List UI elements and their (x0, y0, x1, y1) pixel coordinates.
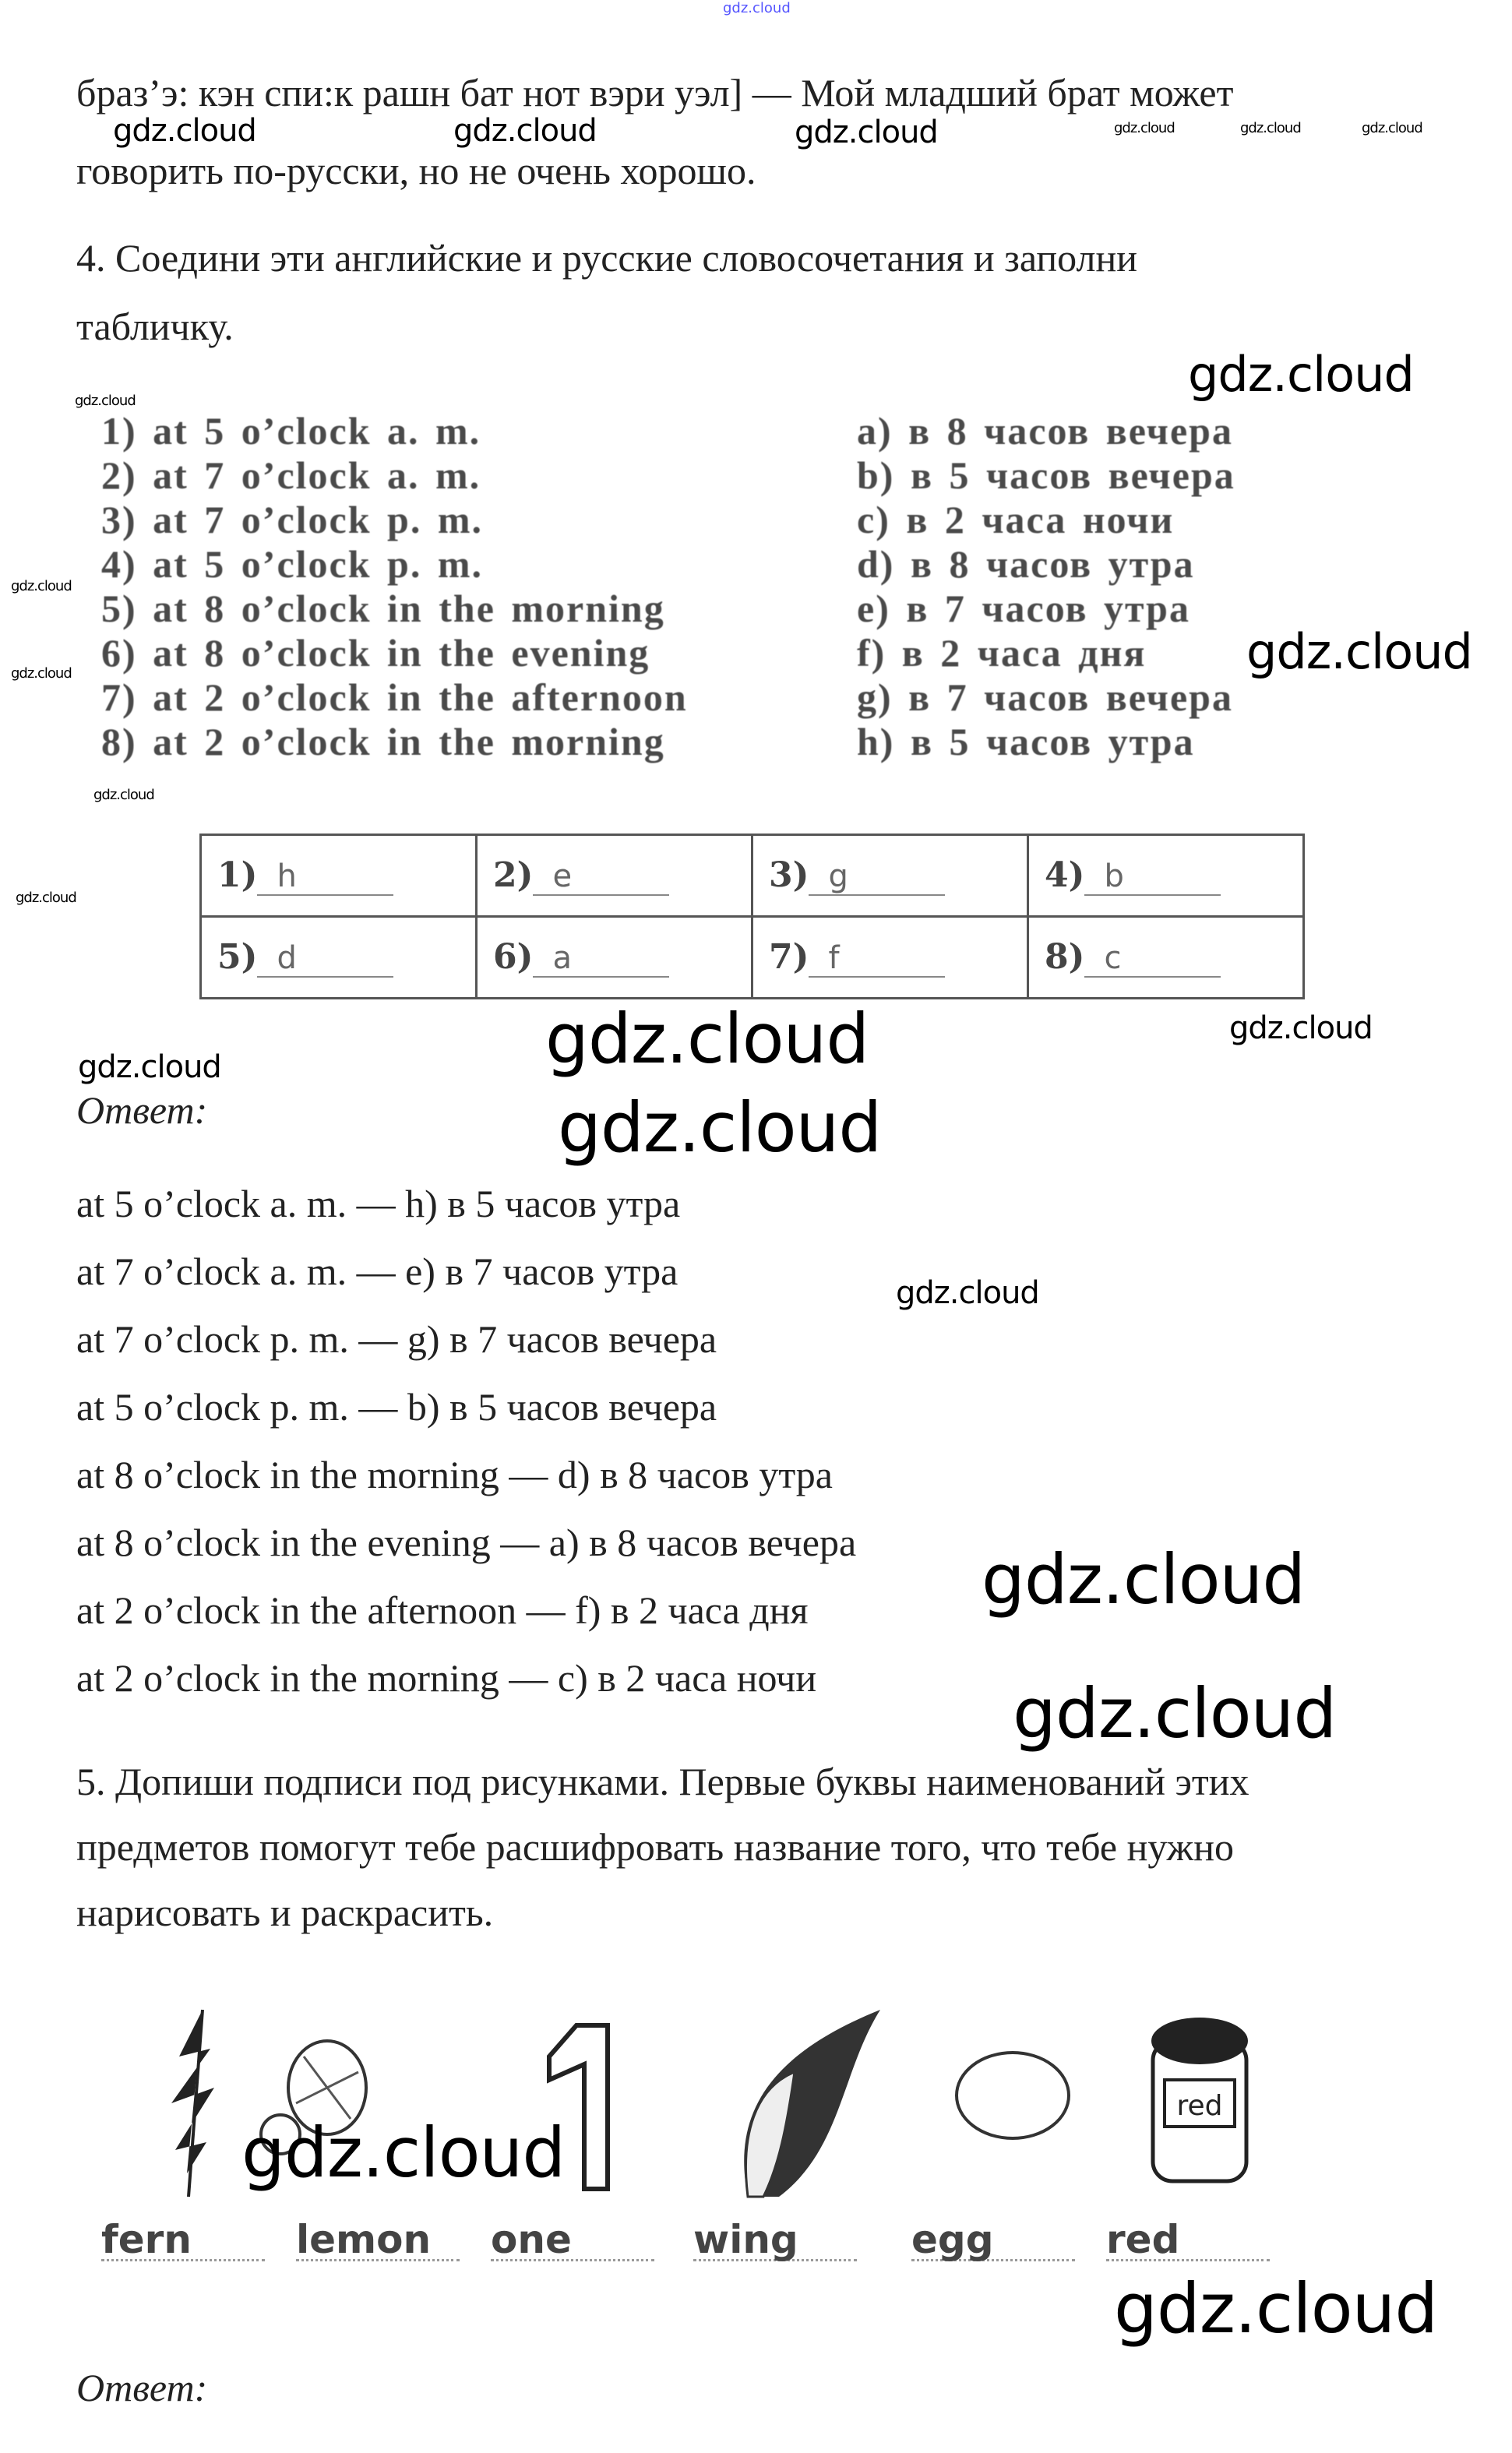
watermark: gdz.cloud (1362, 120, 1423, 136)
cell-number: 2) (493, 855, 534, 895)
answer-line: at 2 o’clock in the morning — c) в 2 час… (76, 1656, 817, 1700)
task5-line-2: предметов помогут тебе расшифровать назв… (76, 1825, 1234, 1869)
cell-answer: a (533, 940, 670, 978)
grid-cell: 2) e (475, 834, 753, 918)
answer-grid: 1) h 2) e 3) g 4) b 5) d 6) a 7) f 8) c (199, 834, 1305, 999)
russian-item: d) в 8 часов утра (857, 542, 1195, 586)
cell-number: 3) (769, 855, 809, 895)
russian-item: f) в 2 часа дня (857, 631, 1147, 675)
watermark: gdz.cloud (982, 1539, 1306, 1619)
watermark: gdz.cloud (241, 2113, 566, 2193)
picture-label: one (491, 2220, 654, 2261)
cell-answer: f (809, 940, 946, 978)
cell-answer: b (1084, 858, 1221, 896)
watermark: gdz.cloud (1229, 1010, 1373, 1046)
wing-icon (744, 2010, 880, 2198)
picture-label: wing (693, 2220, 857, 2261)
jar-label: red (1176, 2090, 1222, 2122)
egg-icon (955, 2051, 1070, 2140)
watermark: gdz.cloud (93, 787, 155, 803)
task4-title-1: 4. Соедини эти английские и русские слов… (76, 236, 1137, 280)
grid-cell: 1) h (199, 834, 478, 918)
russian-item: h) в 5 часов утра (857, 720, 1195, 763)
answer-line: at 7 o’clock p. m. — g) в 7 часов вечера (76, 1317, 717, 1361)
russian-item: c) в 2 часа ночи (857, 498, 1175, 541)
watermark: gdz.cloud (1188, 346, 1415, 403)
cell-number: 8) (1045, 937, 1085, 977)
watermark: gdz.cloud (1240, 120, 1302, 136)
picture-label: fern (101, 2220, 265, 2261)
picture-label: lemon (296, 2220, 460, 2261)
answer-line: at 8 o’clock in the evening — a) в 8 час… (76, 1521, 857, 1564)
grid-cell: 8) c (1027, 915, 1305, 999)
english-item: 1) at 5 o’clock a. m. (101, 409, 481, 453)
russian-item: a) в 8 часов вечера (857, 409, 1233, 453)
cell-answer: d (257, 940, 394, 978)
grid-row: 5) d 6) a 7) f 8) c (199, 915, 1305, 999)
pictures: red (171, 2009, 1249, 2198)
answer-label-5: Ответ: (76, 2366, 208, 2409)
grid-cell: 7) f (751, 915, 1029, 999)
top-watermark: gdz.cloud (723, 0, 791, 16)
answer-line: at 8 o’clock in the morning — d) в 8 час… (76, 1453, 833, 1496)
english-item: 5) at 8 o’clock in the morning (101, 587, 665, 630)
cell-answer: c (1084, 940, 1221, 978)
watermark: gdz.cloud (558, 1087, 882, 1168)
number-one-icon (547, 2023, 610, 2191)
cell-number: 4) (1045, 855, 1085, 895)
grid-row: 1) h 2) e 3) g 4) b (199, 834, 1305, 918)
intro-line-2: говорить по-русски, но не очень хорошо. (76, 149, 756, 192)
watermark: gdz.cloud (1114, 2268, 1438, 2349)
watermark: gdz.cloud (795, 115, 939, 150)
fern-icon (171, 2009, 214, 2197)
english-item: 2) at 7 o’clock a. m. (101, 453, 481, 497)
watermark: gdz.cloud (1246, 623, 1473, 680)
watermark: gdz.cloud (896, 1275, 1040, 1311)
watermark: gdz.cloud (113, 113, 257, 149)
watermark: gdz.cloud (453, 113, 597, 149)
english-item: 3) at 7 o’clock p. m. (101, 498, 483, 541)
cell-number: 7) (769, 937, 809, 977)
watermark: gdz.cloud (75, 393, 136, 409)
grid-cell: 4) b (1027, 834, 1305, 918)
english-item: 4) at 5 o’clock p. m. (101, 542, 483, 586)
intro-line-1: браз’э: кэн спи:к рашн бат нот вэри уэл]… (76, 71, 1234, 115)
answer-label: Ответ: (76, 1088, 208, 1132)
picture-label: egg (911, 2220, 1075, 2261)
grid-cell: 6) a (475, 915, 753, 999)
picture-label: red (1106, 2220, 1270, 2261)
cell-number: 1) (217, 855, 258, 895)
answer-line: at 7 o’clock a. m. — e) в 7 часов утра (76, 1249, 678, 1293)
english-item: 7) at 2 o’clock in the afternoon (101, 675, 688, 719)
answer-line: at 5 o’clock p. m. — b) в 5 часов вечера (76, 1385, 717, 1429)
cell-answer: h (257, 858, 394, 896)
english-item: 8) at 2 o’clock in the morning (101, 720, 665, 763)
task5-line-3: нарисовать и раскрасить. (76, 1891, 494, 1934)
english-item: 6) at 8 o’clock in the evening (101, 631, 650, 675)
answer-line: at 2 o’clock in the afternoon — f) в 2 ч… (76, 1588, 809, 1632)
cell-number: 5) (217, 937, 258, 977)
jar-icon: red (1151, 2018, 1249, 2183)
grid-cell: 5) d (199, 915, 478, 999)
task4-title-2: табличку. (76, 305, 234, 348)
watermark: gdz.cloud (545, 999, 869, 1079)
watermark: gdz.cloud (11, 665, 72, 682)
watermark: gdz.cloud (78, 1049, 222, 1085)
russian-item: e) в 7 часов утра (857, 587, 1190, 630)
answer-line: at 5 o’clock a. m. — h) в 5 часов утра (76, 1182, 681, 1225)
cell-answer: e (533, 858, 670, 896)
russian-item: b) в 5 часов вечера (857, 453, 1235, 497)
grid-cell: 3) g (751, 834, 1029, 918)
watermark: gdz.cloud (1114, 120, 1175, 136)
lemon-icon (259, 2039, 368, 2155)
cell-answer: g (809, 858, 946, 896)
task5-line-1: 5. Допиши подписи под рисунками. Первые … (76, 1760, 1249, 1803)
russian-item: g) в 7 часов вечера (857, 675, 1233, 719)
watermark: gdz.cloud (1013, 1673, 1337, 1753)
cell-number: 6) (493, 937, 534, 977)
watermark: gdz.cloud (16, 890, 77, 906)
watermark: gdz.cloud (11, 578, 72, 594)
